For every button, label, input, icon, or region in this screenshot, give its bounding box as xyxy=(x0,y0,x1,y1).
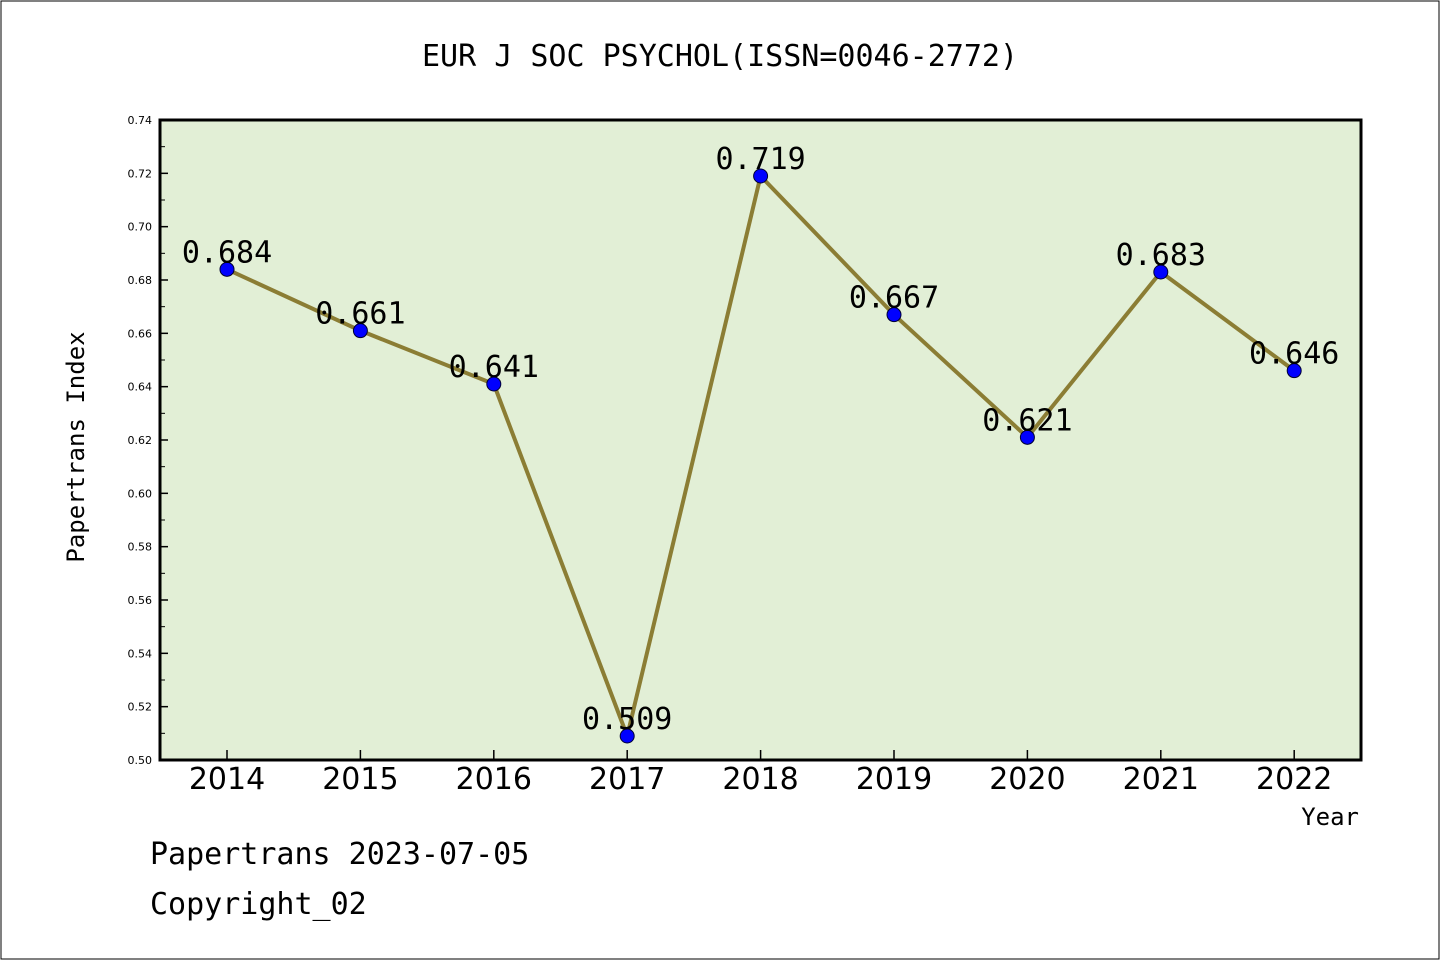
data-point xyxy=(753,168,769,184)
x-tick-label: 2022 xyxy=(1256,762,1332,797)
data-point xyxy=(886,307,902,323)
y-tick-label: 0.72 xyxy=(128,167,153,180)
footer-copyright: Copyright_02 xyxy=(150,887,367,922)
plot-border xyxy=(158,118,1363,762)
data-label: 0.667 xyxy=(849,281,939,316)
y-axis-label: Papertrans Index xyxy=(62,331,90,562)
data-labels: 0.684 0.661 0.641 0.509 0.719 0.667 0.621 0.683… xyxy=(182,142,1340,737)
x-axis: 2014 2015 2016 2017 2018 2019 2020 2021 2022 xyxy=(189,750,1332,797)
y-tick-label: 0.60 xyxy=(128,487,153,500)
data-label: 0.621 xyxy=(982,403,1072,438)
data-point xyxy=(486,376,502,392)
y-tick-label: 0.64 xyxy=(128,381,153,394)
data-label: 0.683 xyxy=(1116,238,1206,273)
x-tick-label: 2020 xyxy=(989,762,1065,797)
y-tick-label: 0.56 xyxy=(128,594,153,607)
data-point xyxy=(1019,429,1035,445)
x-tick-label: 2021 xyxy=(1123,762,1199,797)
y-tick-label: 0.62 xyxy=(128,434,153,447)
x-tick-label: 2018 xyxy=(722,762,798,797)
y-tick-label: 0.68 xyxy=(128,274,153,287)
data-points xyxy=(219,168,1302,744)
footer-date: Papertrans 2023-07-05 xyxy=(150,837,529,872)
x-tick-label: 2015 xyxy=(322,762,398,797)
y-tick-label: 0.66 xyxy=(128,327,153,340)
y-tick-label: 0.54 xyxy=(128,647,153,660)
data-point xyxy=(1286,363,1302,379)
data-label: 0.646 xyxy=(1249,337,1339,372)
y-tick-label: 0.52 xyxy=(128,701,153,714)
x-tick-label: 2019 xyxy=(856,762,932,797)
data-point xyxy=(352,323,368,339)
data-point xyxy=(1153,264,1169,280)
chart-title: EUR J SOC PSYCHOL(ISSN=0046-2772) xyxy=(422,39,1018,74)
x-tick-label: 2014 xyxy=(189,762,265,797)
data-label: 0.509 xyxy=(582,702,672,737)
data-label: 0.684 xyxy=(182,235,272,270)
x-tick-label: 2016 xyxy=(456,762,532,797)
y-tick-label: 0.58 xyxy=(128,541,153,554)
plot-area xyxy=(160,120,1361,760)
data-point xyxy=(619,728,635,744)
data-point xyxy=(219,261,235,277)
data-label: 0.661 xyxy=(315,297,405,332)
x-tick-label: 2017 xyxy=(589,762,665,797)
y-tick-label: 0.50 xyxy=(128,754,153,767)
data-label: 0.719 xyxy=(715,142,805,177)
x-axis-label: Year xyxy=(1301,803,1359,831)
data-label: 0.641 xyxy=(449,350,539,385)
y-tick-label: 0.74 xyxy=(128,114,153,127)
y-tick-label: 0.70 xyxy=(128,221,153,234)
